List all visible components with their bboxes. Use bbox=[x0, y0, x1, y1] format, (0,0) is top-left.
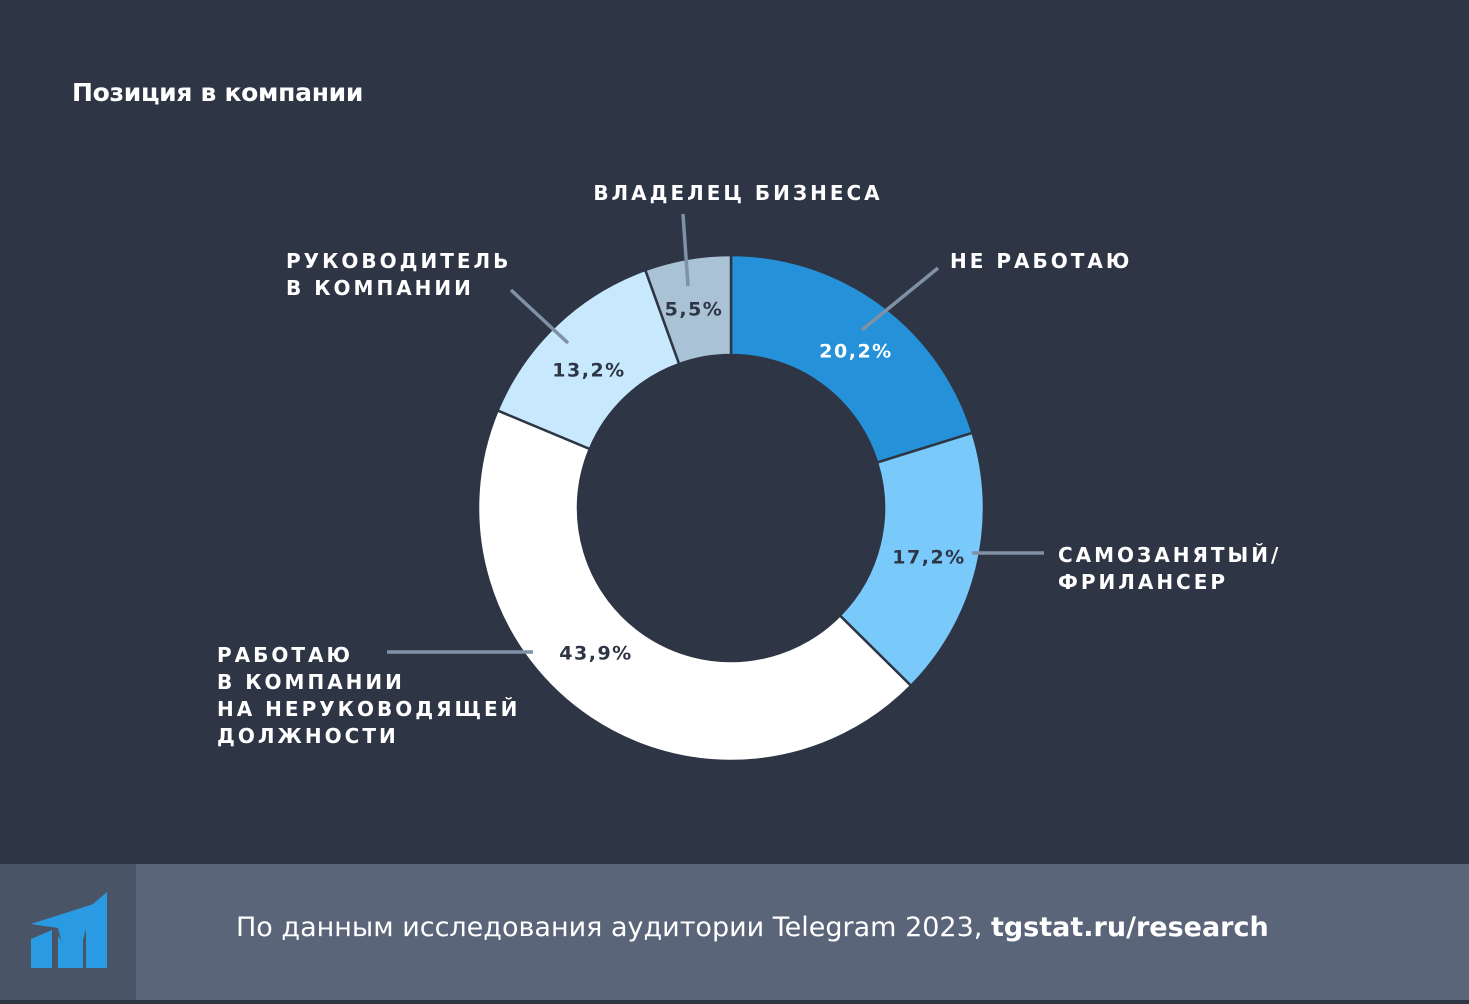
footer-logo bbox=[0, 864, 136, 1000]
slice-category-label: САМОЗАНЯТЫЙ/ФРИЛАНСЕР bbox=[1058, 543, 1281, 594]
footer-source-label: По данным исследования аудитории Telegra… bbox=[236, 912, 991, 943]
slice-value-label: 13,2% bbox=[552, 360, 625, 382]
slice-value-label: 43,9% bbox=[559, 643, 632, 665]
leader-line-4 bbox=[509, 288, 570, 345]
tgstat-logo-icon bbox=[31, 892, 107, 968]
footer: По данным исследования аудитории Telegra… bbox=[0, 864, 1469, 1000]
slice-category-label: РУКОВОДИТЕЛЬ В КОМПАНИИ bbox=[286, 249, 511, 300]
slice-value-label: 20,2% bbox=[819, 341, 892, 363]
leader-line-1 bbox=[860, 266, 940, 332]
slice-category-label: ВЛАДЕЛЕЦ БИЗНЕСА bbox=[593, 181, 882, 205]
slice-value-label: 17,2% bbox=[892, 547, 965, 569]
slice-category-label: НЕ РАБОТАЮ bbox=[950, 249, 1132, 273]
leader-line-5 bbox=[681, 213, 690, 287]
footer-source-link[interactable]: tgstat.ru/research bbox=[990, 912, 1269, 943]
donut-slice-5 bbox=[643, 253, 733, 366]
donut-chart: 20,2% НЕ РАБОТАЮ 17,2% САМОЗАНЯТЫЙ/ФРИЛАНСЕ… bbox=[217, 181, 1281, 763]
slice-category-label: РАБОТАЮ В КОМПАНИИ НА НЕРУКОВОДЯЩЕЙ ДОЛЖНОС… bbox=[217, 643, 520, 748]
chart-title: Позиция в компании bbox=[72, 78, 364, 107]
footer-source-text: По данным исследования аудитории Telegra… bbox=[236, 912, 1269, 943]
slice-value-label: 5,5% bbox=[665, 299, 724, 321]
donut-slice-1 bbox=[729, 253, 975, 465]
donut-slice-3 bbox=[476, 408, 913, 763]
